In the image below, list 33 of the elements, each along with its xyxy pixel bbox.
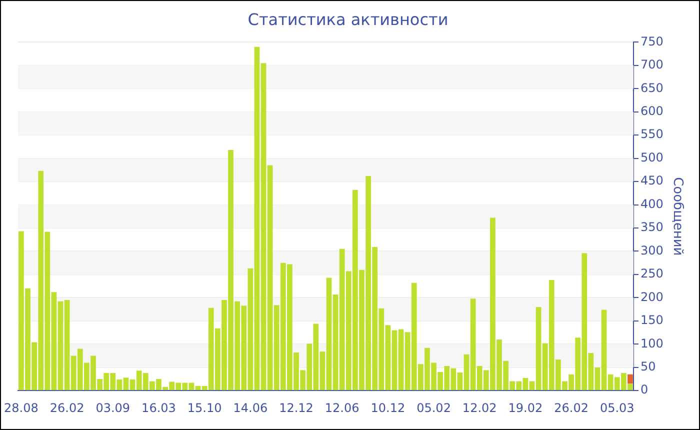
y-tick-label: 750	[640, 34, 664, 48]
y-tick-label: 350	[640, 220, 664, 234]
y-tick-label: 0	[640, 382, 648, 397]
x-tick-label: 28.08	[4, 400, 38, 415]
x-tick-label: 26.02	[50, 400, 84, 415]
y-tick-label: 150	[640, 313, 664, 328]
y-tick-label: 600	[640, 104, 664, 118]
x-tick-label: 14.06	[233, 400, 268, 415]
x-tick-label: 12.06	[324, 400, 360, 415]
y-tick-label: 400	[640, 196, 664, 211]
y-tick-label: 250	[640, 266, 664, 281]
y-tick-label: 50	[640, 360, 656, 374]
y-axis-title: Сообщений	[670, 177, 685, 256]
y-tick-label: 100	[640, 336, 664, 350]
x-tick-label: 05.03	[600, 400, 634, 415]
x-tick-label: 26.02	[554, 400, 588, 415]
y-tick-label: 500	[640, 150, 664, 164]
x-tick-label: 19.02	[508, 400, 543, 415]
y-tick-label: 200	[640, 290, 664, 304]
x-tick-label: 16.03	[142, 400, 176, 415]
x-tick-label: 05.02	[416, 400, 451, 415]
y-tick-label: 700	[640, 58, 664, 72]
x-tick-label: 15.10	[187, 400, 222, 415]
bar	[628, 374, 633, 384]
x-tick-label: 12.02	[462, 400, 497, 415]
chart-title: Статистика активности	[248, 10, 448, 29]
y-tick-label: 550	[640, 127, 664, 142]
y-tick-label: 650	[640, 80, 664, 95]
x-tick-label: 10.12	[370, 400, 406, 415]
y-tick-label: 450	[640, 174, 664, 188]
y-tick-label: 300	[640, 243, 664, 258]
x-tick-label: 12.12	[279, 400, 314, 415]
x-tick-label: 03.09	[96, 400, 130, 415]
